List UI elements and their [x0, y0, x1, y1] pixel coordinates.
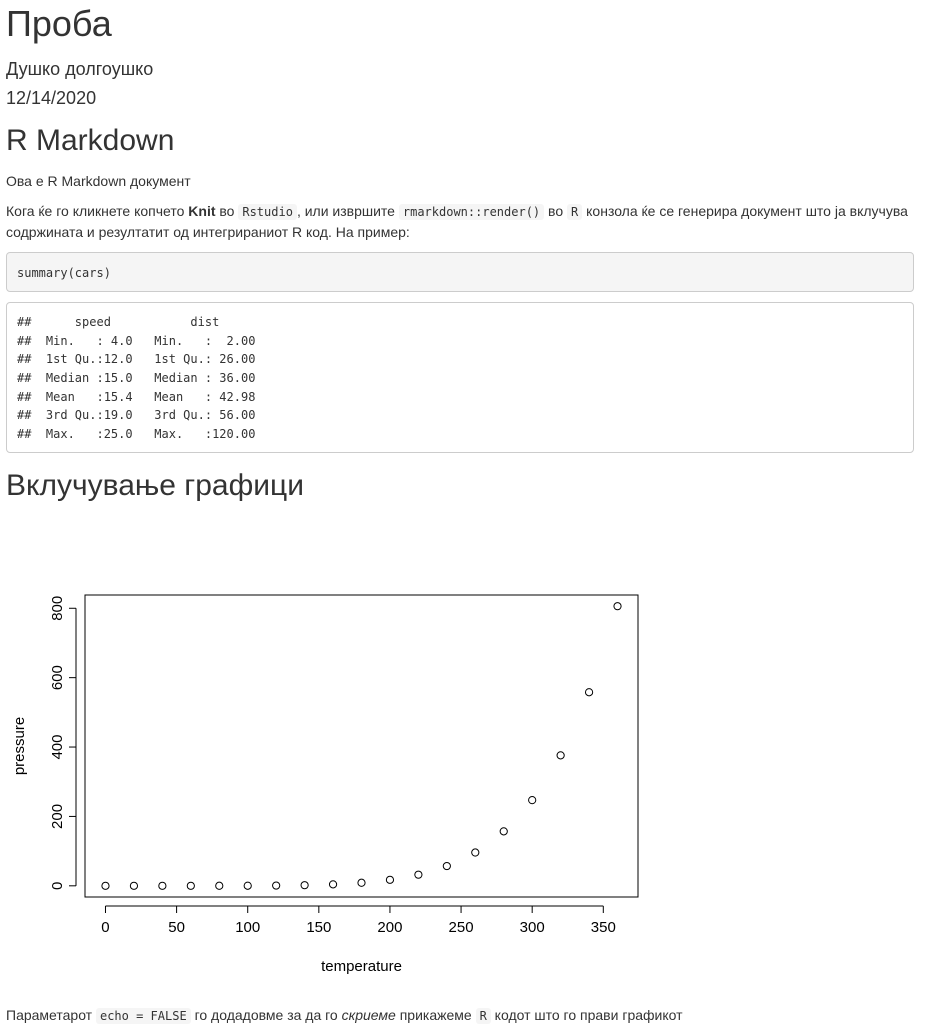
- section-heading-graphs: Вклучување графици: [6, 469, 304, 502]
- document-author: Душко долгоушко: [6, 59, 154, 79]
- text-span: прикажеме: [395, 1007, 476, 1023]
- data-point: [414, 870, 423, 879]
- data-point: [300, 881, 309, 890]
- data-point: [215, 881, 224, 890]
- x-tick-label: 250: [449, 919, 474, 936]
- data-point: [613, 602, 622, 611]
- text-span: во: [215, 203, 239, 219]
- y-axis: 0 200 400 600 800: [49, 596, 77, 890]
- x-tick-label: 100: [235, 919, 260, 936]
- x-axis-label: temperature: [321, 958, 402, 975]
- data-point: [243, 881, 252, 890]
- text-span: , или извршите: [296, 203, 399, 219]
- inline-code-render: rmarkdown::render(): [398, 204, 545, 220]
- footer-paragraph: Параметарот echo = FALSE го додадовме за…: [6, 1005, 916, 1026]
- x-tick-label: 0: [101, 919, 109, 936]
- data-point: [129, 881, 139, 890]
- emphasis-hide: скриеме: [341, 1007, 396, 1023]
- text-span: во: [544, 203, 568, 219]
- output-line: ## 1st Qu.:12.0 1st Qu.: 26.00: [17, 352, 270, 367]
- knit-paragraph: Кога ќе го кликнете копчето Knit во Rstu…: [6, 201, 916, 242]
- data-point: [101, 881, 110, 890]
- plot-frame: [84, 594, 639, 898]
- data-point: [357, 878, 366, 887]
- text-span: Параметарот: [6, 1007, 96, 1023]
- text-span: конзола ќе се генерира документ што ја в…: [6, 203, 908, 240]
- data-point: [528, 796, 537, 805]
- y-tick-label: 400: [49, 735, 66, 760]
- data-point: [471, 848, 480, 857]
- data-points: [101, 602, 622, 890]
- intro-paragraph: Ова е R Markdown документ: [6, 173, 191, 189]
- x-axis: 0 50 100 150 200 250 300 350: [101, 905, 616, 936]
- data-point: [556, 751, 565, 760]
- data-point: [158, 881, 167, 890]
- inline-code-r: R: [475, 1008, 491, 1024]
- code-output-block: ## speed dist ## Min. : 4.0 Min. : 2.00 …: [6, 302, 914, 453]
- inline-code-r: R: [567, 204, 583, 220]
- y-tick-label: 800: [49, 596, 66, 621]
- data-point: [385, 875, 395, 884]
- output-line: ## Median :15.0 Median : 36.00: [17, 371, 270, 386]
- y-tick-label: 200: [49, 804, 66, 829]
- data-point: [272, 881, 281, 890]
- text-span: го додадовме за да го: [190, 1007, 342, 1023]
- inline-code-rstudio: Rstudio: [238, 204, 297, 220]
- document-title: Проба: [6, 3, 112, 44]
- output-line: ## speed dist: [17, 315, 270, 329]
- y-axis-label: pressure: [11, 717, 28, 775]
- data-point: [499, 827, 508, 836]
- knit-bold: Knit: [188, 203, 216, 219]
- output-line: ## Max. :25.0 Max. :120.00: [17, 427, 270, 442]
- data-point: [442, 861, 451, 871]
- x-tick-label: 50: [168, 919, 185, 936]
- pressure-scatter-plot: 0 50 100 150 200 250 300 350 0 200 400 600 800 temp…: [11, 594, 639, 975]
- data-point: [584, 688, 594, 697]
- section-heading-r-markdown: R Markdown: [6, 124, 175, 157]
- x-tick-label: 150: [306, 919, 331, 936]
- y-tick-label: 600: [49, 665, 66, 690]
- text-span: кодот што го прави графикот: [490, 1007, 683, 1023]
- x-tick-label: 350: [591, 919, 616, 936]
- text-span: Кога ќе го кликнете копчето: [6, 203, 189, 219]
- code-input-block: summary(cars): [6, 252, 914, 292]
- document-date: 12/14/2020: [6, 88, 97, 108]
- x-tick-label: 200: [377, 919, 402, 936]
- output-line: ## 3rd Qu.:19.0 3rd Qu.: 56.00: [17, 408, 270, 423]
- output-line: ## Min. : 4.0 Min. : 2.00: [17, 333, 270, 348]
- data-point: [186, 881, 195, 890]
- inline-code-echo: echo = FALSE: [95, 1008, 191, 1024]
- x-tick-label: 300: [520, 919, 545, 936]
- output-line: ## Mean :15.4 Mean : 42.98: [17, 389, 270, 404]
- y-tick-label: 0: [49, 882, 66, 890]
- data-point: [328, 880, 338, 889]
